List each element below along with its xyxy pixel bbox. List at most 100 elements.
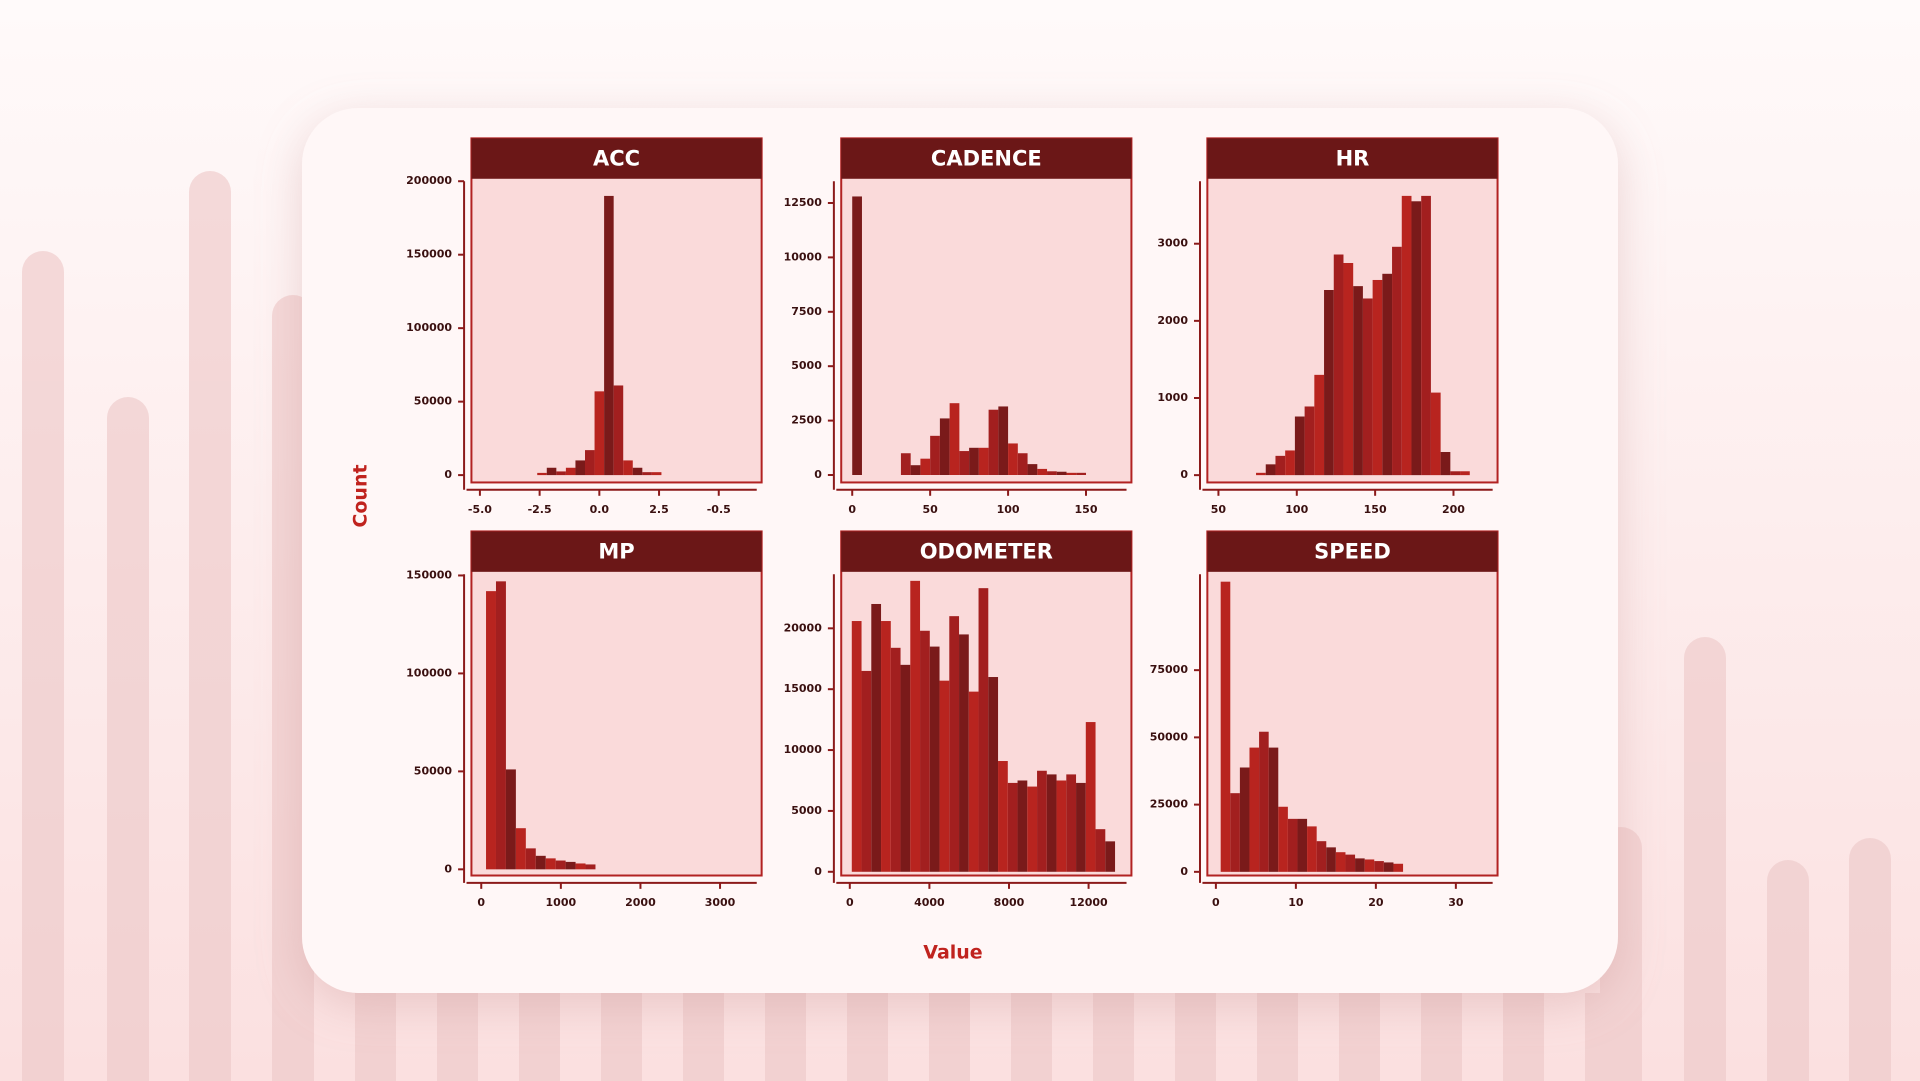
histogram-bar — [1275, 455, 1286, 476]
deco-bar — [107, 397, 149, 1081]
y-tick-label: 20000 — [784, 621, 823, 634]
x-tick-label: 8000 — [994, 896, 1025, 909]
panel-title: ACC — [593, 147, 640, 171]
panel-title: CADENCE — [931, 147, 1042, 171]
y-tick-label: 25000 — [1150, 798, 1189, 811]
deco-bar — [1684, 637, 1726, 1081]
y-tick-label: 10000 — [784, 250, 823, 263]
histogram-bar — [495, 581, 506, 870]
histogram-bar — [929, 646, 940, 872]
histogram-bar — [1076, 782, 1086, 872]
histogram-bar — [1256, 472, 1266, 476]
histogram-bar — [1393, 863, 1404, 872]
histogram-bar — [575, 460, 586, 476]
histogram-bar — [555, 860, 566, 870]
histogram-bar — [920, 458, 931, 475]
panel-title: HR — [1336, 147, 1370, 171]
histogram-bar — [565, 861, 576, 870]
histogram-bar — [486, 591, 496, 870]
histogram-bar — [1265, 464, 1276, 476]
y-tick-label: 7500 — [791, 305, 822, 318]
histogram-bar — [1220, 581, 1231, 872]
histogram-bar — [1383, 862, 1394, 872]
deco-stripe — [1339, 993, 1380, 1081]
histogram-bar — [1056, 471, 1067, 475]
y-tick-label: 0 — [814, 468, 822, 481]
histogram-bar — [1460, 471, 1470, 476]
y-tick-label: 50000 — [414, 395, 453, 408]
histogram-bar — [861, 670, 872, 872]
histogram-bar — [632, 467, 643, 476]
histogram-bar — [1017, 453, 1028, 475]
histogram-bar — [585, 864, 596, 870]
histogram-bar — [1314, 374, 1325, 476]
histogram-bar — [1007, 782, 1018, 872]
histogram-bar — [949, 616, 960, 872]
y-tick-label: 0 — [814, 865, 822, 878]
histogram-bar — [988, 677, 999, 872]
histogram-bar — [1027, 786, 1038, 872]
deco-stripe — [847, 993, 888, 1081]
histogram-bar — [613, 385, 624, 476]
histogram-bar — [1037, 468, 1048, 475]
x-tick-label: 0.0 — [590, 503, 610, 516]
panel-header — [1207, 531, 1498, 572]
x-tick-label: 100 — [997, 503, 1020, 516]
histogram-bar — [959, 451, 970, 475]
histogram-bar — [1353, 286, 1363, 476]
histogram-bar — [1239, 767, 1250, 872]
x-tick-label: 100 — [1285, 503, 1308, 516]
y-tick-label: 15000 — [784, 682, 823, 695]
histogram-bar — [969, 447, 979, 475]
y-tick-label: 150000 — [406, 248, 452, 261]
y-axis-label: Count — [350, 464, 372, 527]
panel-header — [841, 138, 1132, 179]
histogram-bar — [1259, 731, 1269, 872]
histogram-bar — [565, 467, 576, 476]
y-tick-label: 0 — [444, 862, 452, 875]
y-tick-label: 0 — [1180, 468, 1188, 481]
panel-title: SPEED — [1314, 540, 1391, 564]
histogram-bar — [546, 467, 557, 476]
histogram-bar — [1297, 818, 1308, 872]
histogram-bar — [1324, 289, 1334, 476]
histogram-bar — [1285, 450, 1295, 476]
histogram-bar — [1056, 780, 1067, 872]
histogram-bar — [1304, 406, 1315, 476]
histogram-bar — [1037, 770, 1047, 872]
y-tick-label: 0 — [444, 468, 452, 481]
histogram-bar — [1085, 722, 1096, 872]
x-tick-label: 1000 — [546, 896, 577, 909]
histogram-bar — [575, 863, 586, 870]
histogram-bar — [978, 588, 989, 872]
x-tick-label: 50 — [922, 503, 938, 516]
histogram-bar — [1364, 859, 1375, 872]
deco-stripe — [1585, 993, 1626, 1081]
histogram-bar — [1105, 841, 1116, 872]
histogram-bar — [881, 621, 891, 872]
histogram-bar — [651, 472, 662, 476]
x-tick-label: 2.5 — [649, 503, 669, 516]
deco-bar — [22, 251, 64, 1081]
histogram-bar — [1345, 854, 1356, 872]
x-tick-label: 0 — [1212, 896, 1220, 909]
y-tick-label: 100000 — [406, 321, 452, 334]
histogram-bar — [900, 453, 911, 475]
deco-bar — [1767, 860, 1809, 1081]
x-tick-label: 0 — [477, 896, 485, 909]
histogram-bar — [1440, 451, 1451, 476]
histogram-bar — [594, 391, 605, 476]
deco-bar — [1849, 838, 1891, 1081]
x-tick-label: 3000 — [705, 896, 736, 909]
x-tick-label: 150 — [1364, 503, 1387, 516]
deco-stripe — [601, 993, 642, 1081]
x-tick-label: 30 — [1448, 896, 1464, 909]
decoration — [22, 171, 1891, 1081]
histogram-bar — [1066, 774, 1077, 872]
histogram-bar — [1372, 279, 1383, 476]
histogram-bar — [1326, 847, 1336, 872]
histogram-bar — [871, 603, 882, 872]
x-tick-label: -5.0 — [468, 503, 492, 516]
histogram-bar — [505, 769, 516, 870]
